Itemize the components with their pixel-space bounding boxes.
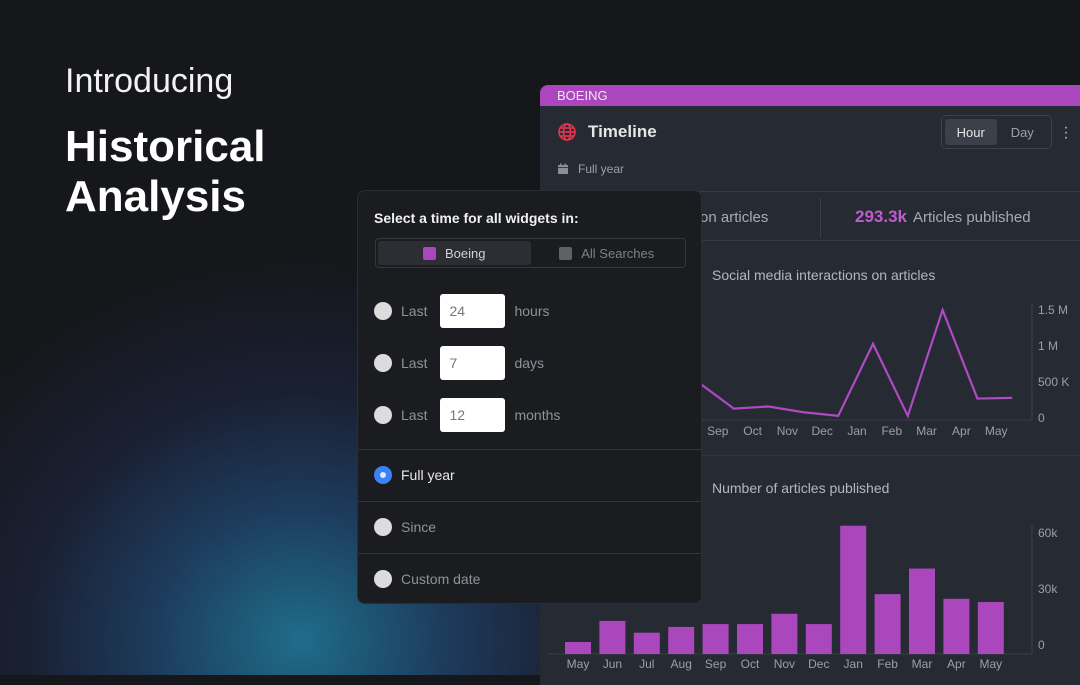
x-tick-label: Jan xyxy=(844,657,863,671)
bar xyxy=(703,624,729,654)
x-tick-label: May xyxy=(985,424,1008,438)
x-tick-label: Jun xyxy=(603,657,622,671)
divider xyxy=(820,198,821,238)
globe-icon xyxy=(557,122,577,142)
stat-articles-label: Articles published xyxy=(913,209,1031,226)
divider xyxy=(358,553,702,554)
x-tick-label: Mar xyxy=(912,657,933,671)
x-tick-label: May xyxy=(979,657,1002,671)
x-tick-label: Sep xyxy=(705,657,727,671)
y-tick-label: 500 K xyxy=(1038,375,1069,389)
x-tick-label: Sep xyxy=(707,424,729,438)
bar-chart-title: Number of articles published xyxy=(712,480,889,496)
scope-selector: Boeing All Searches xyxy=(375,238,686,268)
option-prefix: Last xyxy=(401,407,427,423)
bar xyxy=(806,624,832,654)
calendar-icon xyxy=(557,163,569,175)
x-tick-label: Apr xyxy=(952,424,971,438)
radio-button-selected[interactable] xyxy=(374,466,392,484)
option-full-year[interactable]: Full year xyxy=(374,466,455,484)
color-swatch-icon xyxy=(423,247,436,260)
scope-label: Boeing xyxy=(445,246,485,261)
option-prefix: Last xyxy=(401,355,427,371)
series-line xyxy=(699,310,1012,416)
hero-title-line2: Analysis xyxy=(65,172,246,221)
radio-button[interactable] xyxy=(374,302,392,320)
radio-button[interactable] xyxy=(374,354,392,372)
x-tick-label: Nov xyxy=(777,424,798,438)
days-input[interactable] xyxy=(440,346,505,380)
popup-heading: Select a time for all widgets in: xyxy=(374,210,579,226)
radio-button[interactable] xyxy=(374,518,392,536)
bar xyxy=(634,633,660,654)
option-last-hours: Last hours xyxy=(374,294,550,328)
option-label: Since xyxy=(401,519,436,535)
bar xyxy=(599,621,625,654)
option-unit: months xyxy=(514,407,560,423)
y-tick-label: 1.5 M xyxy=(1038,303,1068,317)
x-tick-label: Feb xyxy=(877,657,898,671)
day-button[interactable]: Day xyxy=(997,119,1049,145)
bar xyxy=(737,624,763,654)
search-tag: BOEING xyxy=(540,85,1080,106)
bar xyxy=(771,614,797,654)
hero-title-line1: Historical xyxy=(65,122,266,171)
radio-button[interactable] xyxy=(374,406,392,424)
x-tick-label: Jul xyxy=(639,657,654,671)
x-tick-label: Oct xyxy=(741,657,760,671)
scope-label: All Searches xyxy=(581,246,654,261)
stat-articles-value: 293.3k xyxy=(855,207,907,226)
hour-button[interactable]: Hour xyxy=(945,119,997,145)
months-input[interactable] xyxy=(440,398,505,432)
bar xyxy=(943,599,969,654)
x-tick-label: Dec xyxy=(812,424,833,438)
x-tick-label: Dec xyxy=(808,657,829,671)
option-last-months: Last months xyxy=(374,398,560,432)
option-unit: days xyxy=(514,355,544,371)
x-tick-label: Mar xyxy=(916,424,937,438)
y-tick-label: 0 xyxy=(1038,638,1045,652)
x-tick-label: Jan xyxy=(847,424,866,438)
option-last-days: Last days xyxy=(374,346,544,380)
option-prefix: Last xyxy=(401,303,427,319)
bar xyxy=(668,627,694,654)
x-tick-label: Apr xyxy=(947,657,966,671)
y-tick-label: 60k xyxy=(1038,526,1058,540)
date-range-label: Full year xyxy=(578,162,624,176)
bar xyxy=(875,594,901,654)
x-tick-label: Nov xyxy=(774,657,795,671)
bar xyxy=(565,642,591,654)
bar xyxy=(978,602,1004,654)
bar xyxy=(909,569,935,654)
option-custom-date[interactable]: Custom date xyxy=(374,570,480,588)
option-since[interactable]: Since xyxy=(374,518,436,536)
scope-boeing[interactable]: Boeing xyxy=(378,241,531,265)
option-label: Full year xyxy=(401,467,455,483)
granularity-toggle: Hour Day xyxy=(941,115,1052,149)
scope-all-searches[interactable]: All Searches xyxy=(531,241,684,265)
option-label: Custom date xyxy=(401,571,480,587)
x-tick-label: Feb xyxy=(881,424,902,438)
option-unit: hours xyxy=(514,303,549,319)
y-tick-label: 30k xyxy=(1038,582,1058,596)
divider xyxy=(358,501,702,502)
widget-title: Timeline xyxy=(588,122,657,142)
line-chart-title: Social media interactions on articles xyxy=(712,267,935,283)
radio-button[interactable] xyxy=(374,570,392,588)
color-swatch-icon xyxy=(559,247,572,260)
more-options-icon[interactable]: ··· xyxy=(1062,125,1070,140)
x-tick-label: May xyxy=(567,657,590,671)
x-tick-label: Aug xyxy=(671,657,692,671)
intro-text: Introducing xyxy=(65,62,233,101)
hours-input[interactable] xyxy=(440,294,505,328)
time-selection-popup: Select a time for all widgets in: Boeing… xyxy=(357,190,702,604)
bar xyxy=(840,526,866,654)
divider xyxy=(358,449,702,450)
y-tick-label: 0 xyxy=(1038,411,1045,425)
stat-articles: 293.3k Articles published xyxy=(855,207,1031,227)
y-tick-label: 1 M xyxy=(1038,339,1058,353)
x-tick-label: Oct xyxy=(743,424,762,438)
